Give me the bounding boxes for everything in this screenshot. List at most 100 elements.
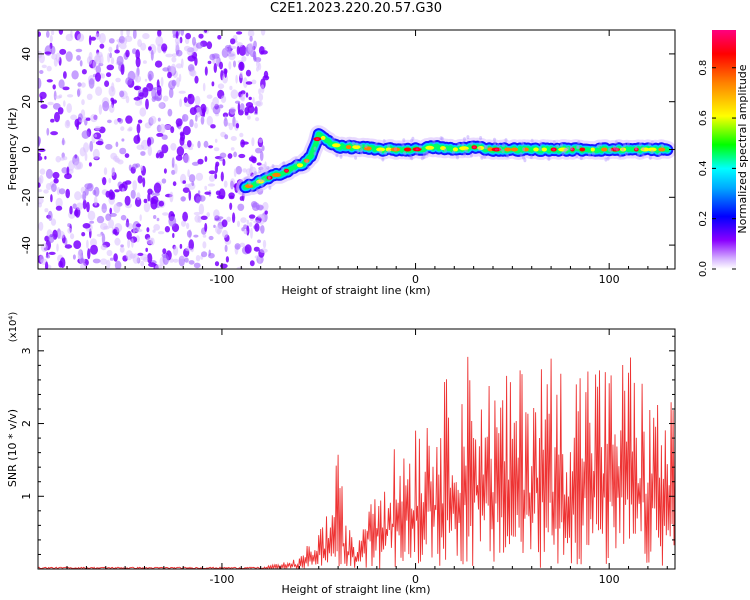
heatmap-noise-blob xyxy=(149,115,157,125)
heatmap-noise-blob xyxy=(110,97,114,103)
heatmap-noise-blob xyxy=(44,235,50,242)
heatmap-noise-blob xyxy=(256,162,262,166)
heatmap-trace-spray xyxy=(356,149,360,154)
heatmap-noise-blob xyxy=(92,258,101,264)
heatmap-noise-blob xyxy=(251,137,255,147)
heatmap-axes: -100 0 100 -40 -20 0 20 40 xyxy=(20,30,675,286)
heatmap-trace-spray xyxy=(403,151,407,156)
heatmap-trace-spray xyxy=(493,141,497,146)
heatmap-trace-spray xyxy=(478,146,482,151)
heatmap-noise-blob xyxy=(62,156,68,161)
heatmap-noise-blob xyxy=(200,215,208,220)
heatmap-noise-blob xyxy=(247,42,255,54)
heatmap-noise-blob xyxy=(82,199,87,210)
heatmap-noise-blob xyxy=(153,215,157,219)
heatmap-noise-blob xyxy=(131,238,134,248)
heatmap-hot-spot xyxy=(352,145,361,150)
heatmap-noise-blob xyxy=(158,151,164,159)
heatmap-noise-blob xyxy=(243,224,248,229)
heatmap-peak-spot xyxy=(613,148,617,151)
heatmap-trace-spray xyxy=(552,140,556,145)
heatmap-noise-blob xyxy=(148,46,152,51)
heatmap-noise-blob xyxy=(137,175,143,184)
heatmap-noise-blob xyxy=(121,138,125,142)
heatmap-trace-spray xyxy=(641,153,645,158)
heatmap-noise-blob xyxy=(188,174,196,183)
heatmap-noise-blob xyxy=(106,259,111,269)
heatmap-noise-blob xyxy=(111,167,115,177)
heatmap-trace-spray xyxy=(305,159,309,164)
heatmap-noise-blob xyxy=(175,154,183,161)
heatmap-hot-spot xyxy=(658,147,666,152)
heatmap-noise-blob xyxy=(208,145,214,149)
heatmap-noise-blob xyxy=(239,132,244,138)
heatmap-noise-blob xyxy=(38,136,41,147)
heatmap-noise-blob xyxy=(46,30,50,38)
heatmap-noise-blob xyxy=(142,33,150,40)
heatmap-noise-blob xyxy=(55,197,63,208)
heatmap-noise-blob xyxy=(175,118,183,127)
heatmap-noise-blob xyxy=(212,96,219,107)
heatmap-noise-blob xyxy=(45,254,51,259)
heatmap-trace-spray xyxy=(504,138,508,143)
heatmap-noise-blob xyxy=(49,35,53,43)
heatmap-noise-blob xyxy=(180,196,186,202)
heatmap-noise-blob xyxy=(234,100,241,104)
heatmap-noise-blob xyxy=(133,135,141,144)
heatmap-noise-blob xyxy=(51,183,57,193)
heatmap-noise-blob xyxy=(157,231,165,235)
heatmap-noise-blob xyxy=(38,148,46,152)
heatmap-noise-blob xyxy=(193,262,201,269)
heatmap-noise-blob xyxy=(73,240,82,250)
heatmap-noise-blob xyxy=(179,98,183,108)
heatmap-noise-blob xyxy=(170,143,177,151)
heatmap-noise-blob xyxy=(253,40,257,49)
heatmap-noise-blob xyxy=(114,260,122,269)
heatmap-noise-blob xyxy=(259,248,268,253)
snr-y-tick-label: 2 xyxy=(20,420,33,427)
heatmap-noise-blob xyxy=(132,224,136,235)
colorbar-tick-label: 0.6 xyxy=(698,110,709,126)
heatmap-trace-spray xyxy=(483,145,487,149)
heatmap-trace-spray xyxy=(563,148,567,153)
heatmap-noise-blob xyxy=(50,218,57,226)
heatmap-noise-blob xyxy=(114,49,120,54)
heatmap-noise-blob xyxy=(75,48,83,53)
heatmap-y-tick-label: 40 xyxy=(20,47,33,61)
heatmap-noise-blob xyxy=(189,119,194,128)
heatmap-noise-blob xyxy=(98,104,103,115)
heatmap-noise-blob xyxy=(96,215,105,224)
heatmap-trace-spray xyxy=(479,136,483,140)
heatmap-noise-blob xyxy=(210,124,216,129)
heatmap-noise-blob xyxy=(130,189,136,199)
heatmap-trace-spray xyxy=(440,136,444,141)
heatmap-noise-blob xyxy=(148,73,152,82)
heatmap-noise-blob xyxy=(128,126,133,131)
heatmap-noise-blob xyxy=(67,227,73,234)
heatmap-noise-blob xyxy=(65,51,73,62)
heatmap-noise-blob xyxy=(194,75,199,84)
heatmap-noise-blob xyxy=(64,173,72,180)
heatmap-trace-spray xyxy=(530,138,534,143)
heatmap-noise-blob xyxy=(146,227,150,233)
heatmap-trace-spray xyxy=(522,147,526,152)
heatmap-noise-blob xyxy=(72,203,77,209)
heatmap-noise-blob xyxy=(254,223,260,232)
heatmap-noise-blob xyxy=(162,67,170,72)
heatmap-noise-blob xyxy=(108,38,115,44)
heatmap-noise-blob xyxy=(204,156,208,162)
heatmap-noise-blob xyxy=(135,223,142,228)
heatmap-noise-blob xyxy=(188,190,192,201)
heatmap-noise-blob xyxy=(227,153,233,159)
heatmap-noise-blob xyxy=(240,93,246,102)
heatmap-noise-blob xyxy=(104,80,110,87)
heatmap-noise-blob xyxy=(175,63,183,69)
heatmap-noise-blob xyxy=(46,79,53,83)
heatmap-noise-blob xyxy=(214,138,218,143)
heatmap-noise-blob xyxy=(44,51,52,55)
heatmap-noise-blob xyxy=(80,82,86,88)
heatmap-noise-blob xyxy=(82,190,87,202)
heatmap-noise-blob xyxy=(175,77,180,88)
colorbar-tick-label: 0.8 xyxy=(698,60,709,76)
heatmap-trace-spray xyxy=(648,142,652,147)
